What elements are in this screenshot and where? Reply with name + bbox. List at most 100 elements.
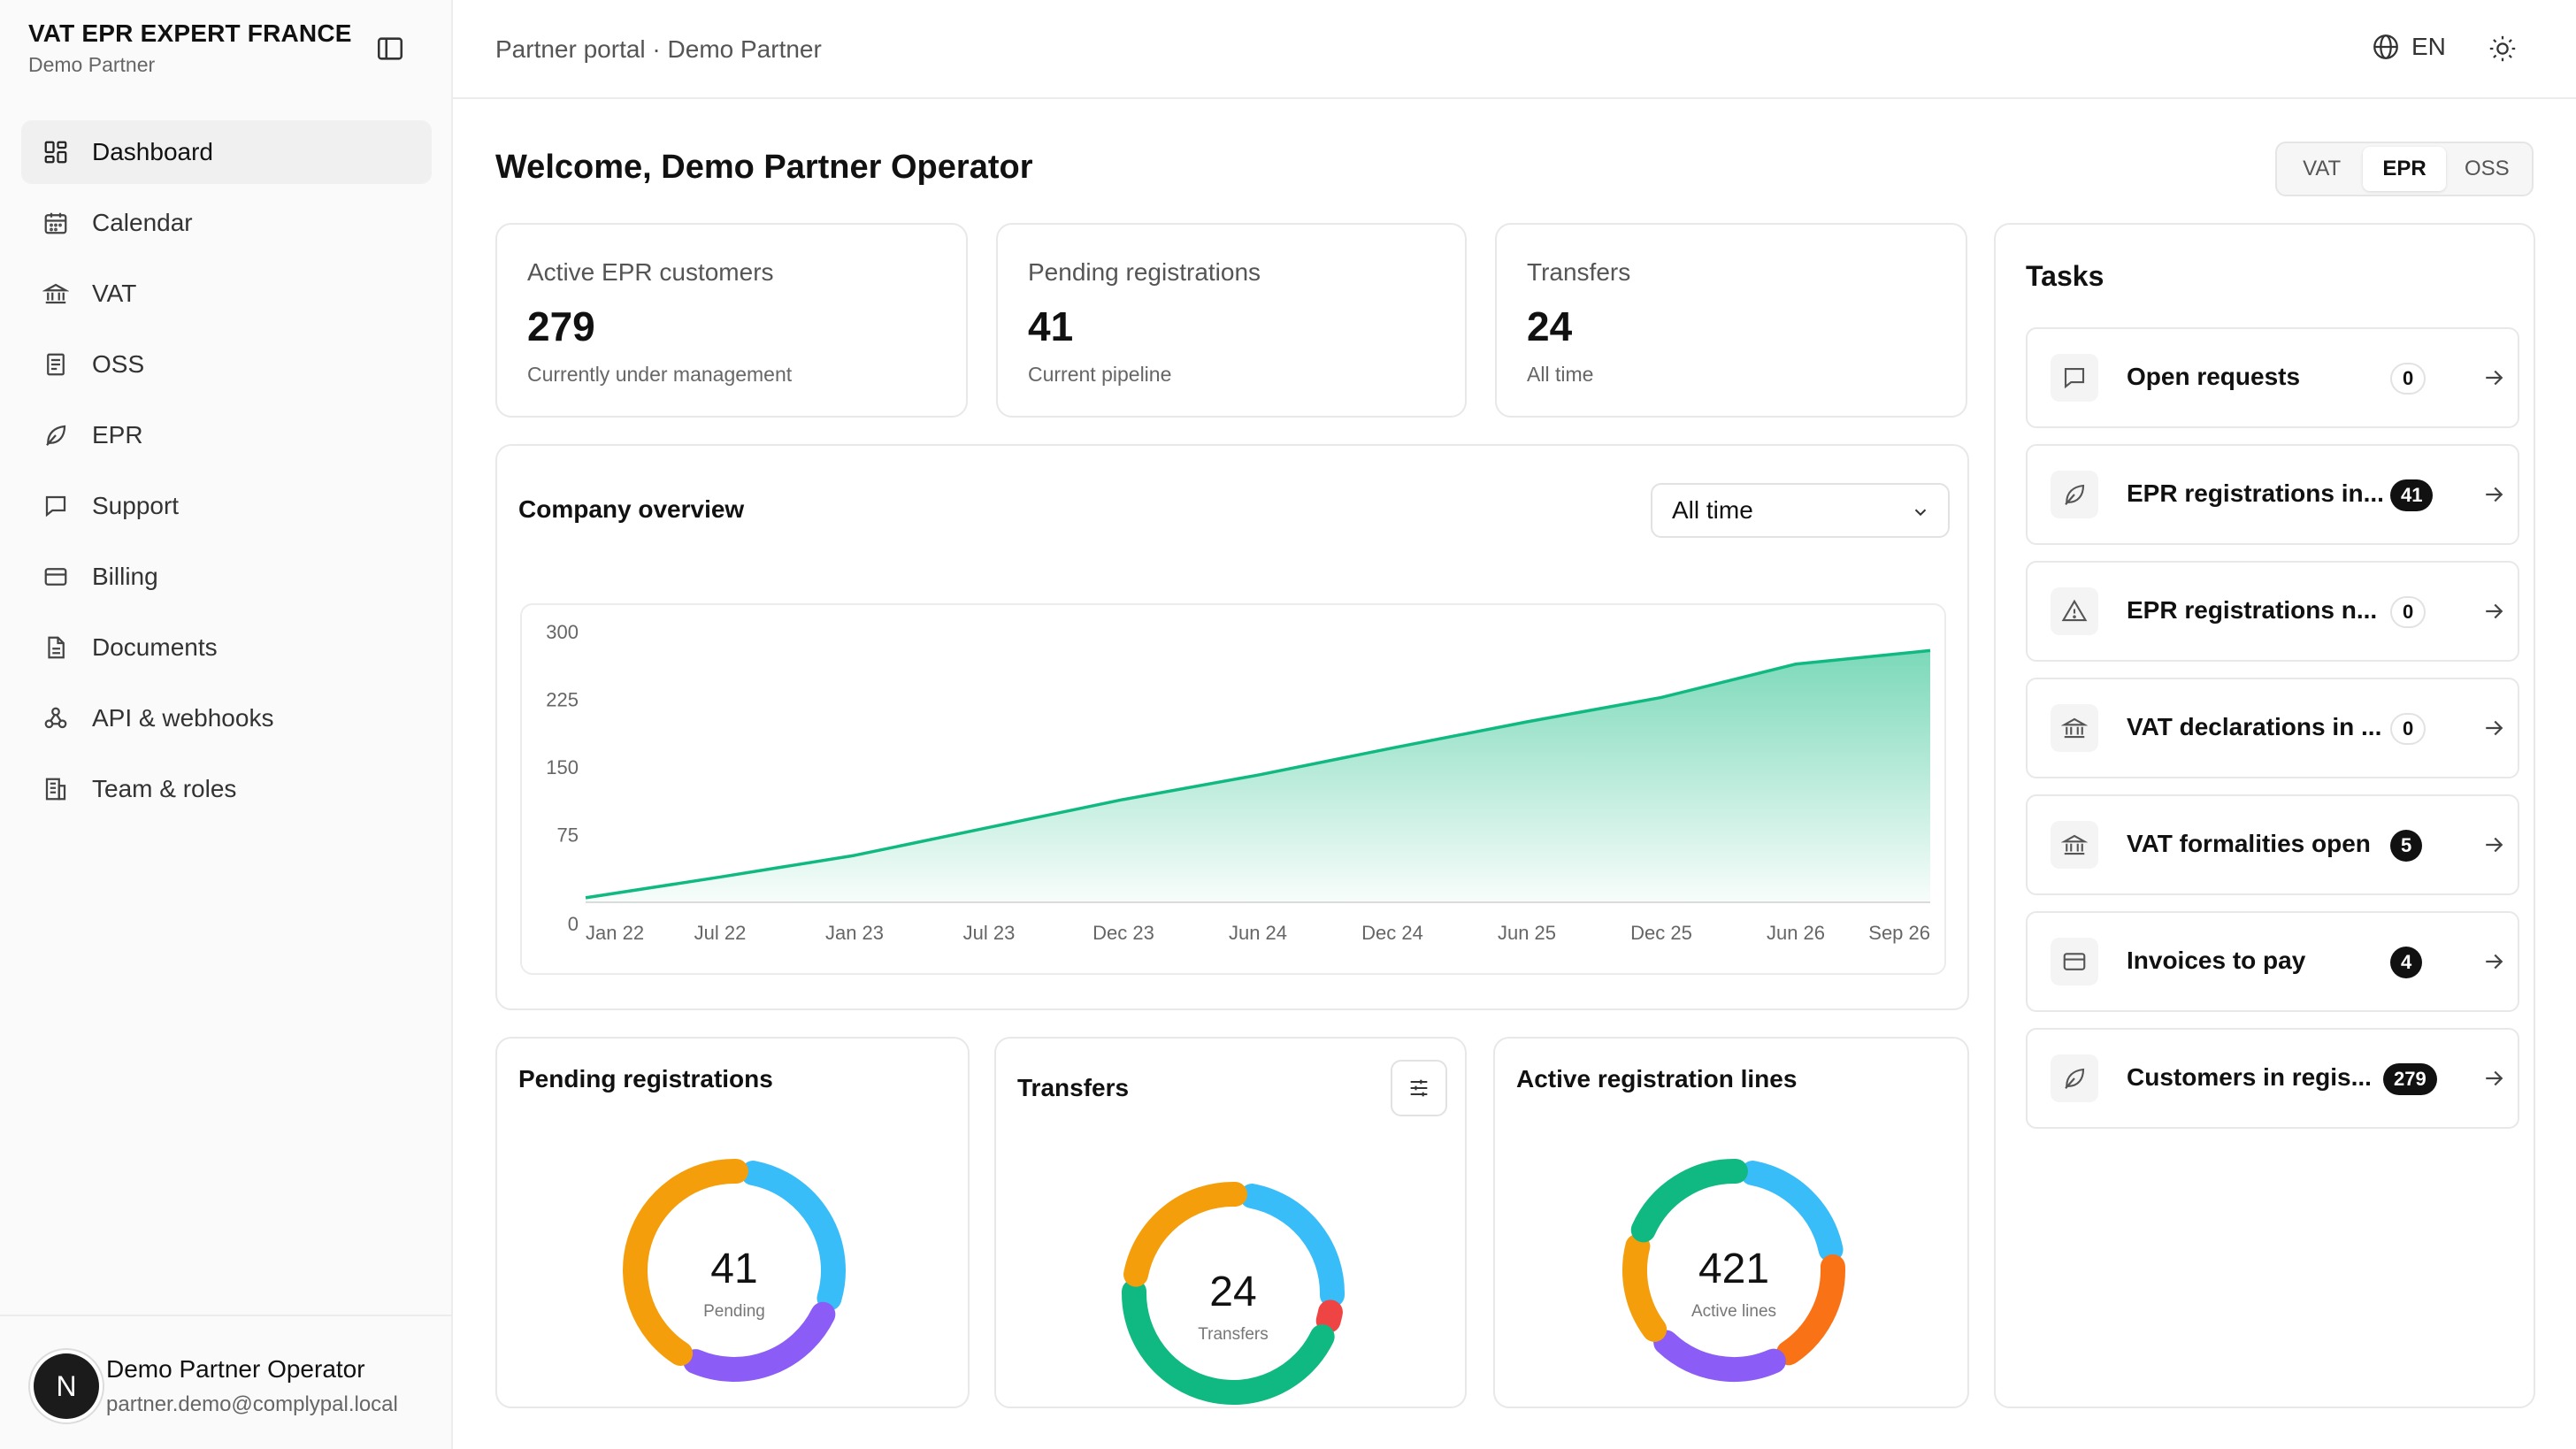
task-row[interactable]: Open requests 0 [2026, 327, 2519, 428]
sidebar-item-dashboard[interactable]: Dashboard [21, 120, 432, 184]
language-label: EN [2411, 33, 2446, 60]
company-overview-card: Company overview All time 0 75 150 225 300 Ja… [495, 444, 1969, 1010]
receipt-icon [47, 353, 65, 376]
tasks-title: Tasks [2026, 260, 2104, 292]
sidebar-item-documents[interactable]: Documents [21, 616, 432, 679]
task-count-badge: 279 [2383, 1063, 2437, 1095]
language-switcher[interactable]: EN [2371, 32, 2446, 62]
sidebar-item-label: Dashboard [92, 138, 213, 165]
arrow-right-icon[interactable] [2480, 481, 2507, 508]
segment-vat[interactable]: VAT [2303, 157, 2342, 180]
stat-value: 24 [1527, 303, 1573, 349]
sidebar-item-label: Calendar [92, 209, 193, 236]
task-row[interactable]: VAT declarations in ... 0 [2026, 678, 2519, 778]
active-registration-lines-card: Active registration lines 421 Active line… [1493, 1037, 1969, 1408]
task-row[interactable]: Customers in regis... 279 [2026, 1028, 2519, 1129]
stat-label: Pending registrations [1028, 258, 1261, 286]
sidebar-item-team-roles[interactable]: Team & roles [21, 757, 432, 821]
donut-segment [1630, 1159, 1748, 1243]
sidebar: VAT EPR EXPERT FRANCE Demo Partner Dashb… [0, 0, 453, 1449]
task-row[interactable]: EPR registrations in... 41 [2026, 444, 2519, 545]
donut-segment [1622, 1233, 1668, 1342]
sidebar-item-calendar[interactable]: Calendar [21, 191, 432, 255]
task-label: EPR registrations n... [2127, 596, 2378, 624]
brand-title: VAT EPR EXPERT FRANCE [28, 19, 352, 47]
sidebar-item-api-webhooks[interactable]: API & webhooks [21, 686, 432, 750]
arrow-right-icon[interactable] [2480, 715, 2507, 741]
time-range-select[interactable]: All time [1651, 483, 1950, 538]
breadcrumb: Partner portal · Demo Partner [495, 35, 822, 63]
donut-segment [1776, 1254, 1845, 1366]
task-label: Open requests [2127, 363, 2301, 390]
sidebar-item-label: Support [92, 492, 180, 519]
time-range-value: All time [1672, 496, 1753, 524]
x-tick-label: Dec 25 [1630, 922, 1692, 944]
sidebar-item-billing[interactable]: Billing [21, 545, 432, 609]
overview-chart: 0 75 150 225 300 Jan 22 Jul 22 Jan 23 Jul 23 Dec … [520, 603, 1946, 975]
bank-icon [2051, 704, 2098, 752]
credit-card-icon [2051, 938, 2098, 985]
sidebar-toggle-icon[interactable] [375, 34, 405, 64]
globe-icon [2373, 34, 2398, 59]
user-menu[interactable]: N Demo Partner Operator partner.demo@com… [0, 1315, 451, 1449]
dashboard-icon [44, 141, 67, 164]
task-row[interactable]: EPR registrations n... 0 [2026, 561, 2519, 662]
filter-button[interactable] [1391, 1060, 1447, 1116]
regime-segmented-control: VAT EPR OSS [2275, 142, 2534, 196]
top-header: Partner portal · Demo Partner EN [453, 0, 2576, 99]
x-tick-label: Jun 26 [1767, 922, 1825, 944]
donut-segment [683, 1301, 836, 1382]
arrow-right-icon[interactable] [2480, 832, 2507, 858]
donut-segment [740, 1161, 846, 1311]
pending-registrations-card: Pending registrations 41 Pending [495, 1037, 970, 1408]
stat-subtitle: Currently under management [527, 363, 793, 386]
donut-center-value: 24 [1209, 1269, 1256, 1315]
stat-value: 279 [527, 303, 595, 349]
brand-subtitle: Demo Partner [28, 53, 156, 76]
arrow-right-icon[interactable] [2480, 364, 2507, 391]
sidebar-item-epr[interactable]: EPR [21, 403, 432, 467]
leaf-icon [2051, 471, 2098, 518]
y-tick-label: 0 [568, 913, 579, 935]
bank-icon [42, 283, 69, 304]
stat-subtitle: All time [1527, 363, 1594, 386]
task-row[interactable]: VAT formalities open 5 [2026, 794, 2519, 895]
chat-icon [2051, 354, 2098, 402]
task-label: VAT declarations in ... [2127, 713, 2382, 740]
sidebar-nav: Dashboard Calendar VAT OSS EPR Support B… [21, 120, 432, 828]
donut-segment [1122, 1279, 1335, 1405]
arrow-right-icon[interactable] [2480, 1065, 2507, 1092]
document-icon [48, 636, 65, 659]
donut-segment [1740, 1161, 1844, 1262]
sidebar-item-oss[interactable]: OSS [21, 333, 432, 396]
active-lines-donut-chart: 421 Active lines [1622, 1159, 1845, 1382]
donut-segment [1239, 1184, 1345, 1307]
overview-title: Company overview [518, 495, 745, 523]
bank-icon [2051, 821, 2098, 869]
arrow-right-icon[interactable] [2480, 598, 2507, 625]
task-count-badge: 0 [2390, 363, 2426, 395]
x-tick-label: Jan 23 [825, 922, 884, 944]
stat-card-pending-registrations: Pending registrations 41 Current pipelin… [996, 223, 1467, 418]
user-name: Demo Partner Operator [106, 1355, 365, 1383]
arrow-right-icon[interactable] [2480, 948, 2507, 975]
donut-title: Active registration lines [1516, 1065, 1798, 1092]
leaf-icon [2051, 1054, 2098, 1102]
sidebar-item-support[interactable]: Support [21, 474, 432, 538]
donut-segment [623, 1159, 748, 1366]
pending-donut-chart: 41 Pending [623, 1159, 846, 1382]
task-count-badge: 41 [2390, 479, 2434, 511]
segment-epr[interactable]: EPR [2363, 147, 2446, 191]
x-tick-label: Jun 25 [1498, 922, 1556, 944]
sidebar-item-vat[interactable]: VAT [21, 262, 432, 326]
segment-oss[interactable]: OSS [2464, 157, 2510, 180]
task-row[interactable]: Invoices to pay 4 [2026, 911, 2519, 1012]
sun-icon[interactable] [2488, 34, 2518, 64]
task-count-badge: 5 [2390, 830, 2423, 862]
x-tick-label: Jul 23 [963, 922, 1016, 944]
stat-subtitle: Current pipeline [1028, 363, 1172, 386]
donut-center-value: 421 [1698, 1246, 1769, 1292]
x-tick-label: Sep 26 [1868, 922, 1930, 944]
transfers-donut-chart: 24 Transfers [1122, 1182, 1345, 1405]
leaf-icon [46, 425, 66, 446]
